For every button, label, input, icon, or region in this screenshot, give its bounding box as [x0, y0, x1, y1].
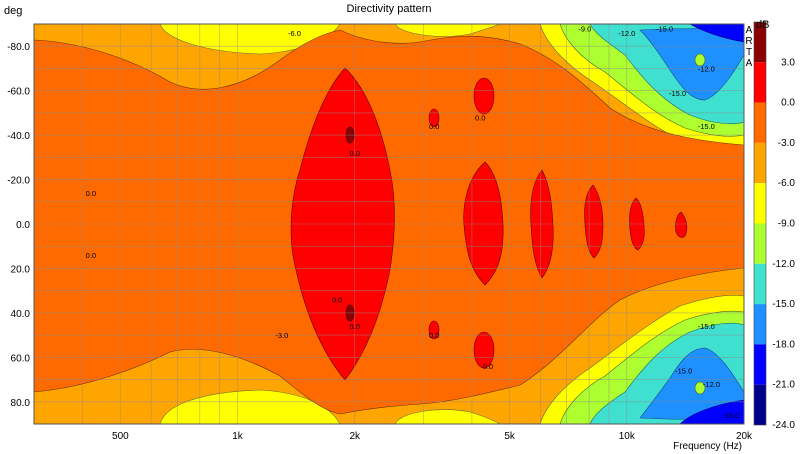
- x-tick-label: 5k: [504, 431, 516, 442]
- y-tick-label: 80.0: [11, 398, 31, 409]
- colorbar-tick-label: -21.0: [772, 380, 795, 391]
- grid: [34, 24, 744, 424]
- chart-title: Directivity pattern: [347, 3, 432, 15]
- contour-label: 0.0: [475, 113, 485, 122]
- colorbar: 3.0 0.0 -3.0 -6.0 -9.0 -12.0 -15.0 -18.0 -21.0 -2…: [753, 21, 796, 431]
- colorbar-swatch: [754, 304, 766, 345]
- y-tick-label: 40.0: [11, 309, 31, 320]
- colorbar-tick-label: -15.0: [772, 299, 795, 310]
- contour-region-0: [473, 77, 495, 115]
- colorbar-swatch: [754, 263, 766, 305]
- contour-region-minus12: [694, 53, 706, 67]
- y-tick-label: 60.0: [11, 353, 31, 364]
- contour-region-0: [428, 320, 440, 340]
- colorbar-tick-label: -24.0: [772, 420, 795, 431]
- contour-labels: 0.0 0.0 -6.0 0.0 0.0 0.0 -3.0 0.0 0.0 0.0 0.0 -9.0 -…: [86, 24, 740, 420]
- contour-label: -12.0: [618, 29, 635, 38]
- contour-label: -6.0: [288, 29, 301, 38]
- plot-area: 0.0 0.0 -6.0 0.0 0.0 0.0 -3.0 0.0 0.0 0.0 0.0 -9.0 -…: [34, 24, 744, 424]
- contour-label: -15.0: [722, 411, 739, 420]
- x-tick-label: 2k: [349, 431, 361, 442]
- contour-label: -15.0: [698, 322, 715, 331]
- contour-label: -15.0: [656, 24, 673, 33]
- contour-label: -15.0: [675, 367, 692, 376]
- contour-label: 0.0: [350, 322, 360, 331]
- colorbar-swatch: [754, 62, 766, 103]
- contour-label: 0.0: [483, 362, 493, 371]
- contour-label: -9.0: [578, 24, 591, 33]
- colorbar-swatch: [754, 344, 766, 385]
- contour-label: -12.0: [703, 380, 720, 389]
- y-axis-ticks: -80.0 -60.0 -40.0 -20.0 0.0 20.0 40.0 60.0 80.0: [7, 42, 30, 409]
- colorbar-swatch: [754, 102, 766, 143]
- colorbar-frame: [753, 21, 767, 426]
- colorbar-swatch: [754, 183, 766, 224]
- contour-label: 0.0: [86, 251, 96, 260]
- x-axis-label: Frequency (Hz): [673, 441, 742, 452]
- contour-region-minus9: [159, 389, 341, 424]
- colorbar-tick-label: 3.0: [781, 57, 795, 68]
- y-tick-label: -40.0: [7, 131, 30, 142]
- colorbar-tick-label: -12.0: [772, 259, 795, 270]
- contour-region-minus9: [394, 409, 501, 424]
- contour-region-minus12: [694, 381, 706, 395]
- contour-label: -15.0: [669, 89, 686, 98]
- colorbar-tick-label: -6.0: [778, 178, 796, 189]
- y-tick-label: -20.0: [7, 176, 30, 187]
- colorbar-swatch: [754, 384, 766, 425]
- x-tick-label: 1k: [232, 431, 244, 442]
- contour-region-0: [428, 108, 440, 128]
- x-axis-ticks: 500 1k 2k 5k 10k 20k: [112, 431, 753, 442]
- colorbar-tick-label: 0.0: [781, 98, 795, 109]
- contour-region-0: [675, 211, 688, 238]
- contour-region-0: [463, 161, 504, 286]
- colorbar-tick-label: -3.0: [778, 138, 796, 149]
- contour-label: 0.0: [429, 122, 439, 131]
- plot-frame: [33, 23, 745, 425]
- y-tick-label: 20.0: [11, 264, 31, 275]
- contour-label: 0.0: [429, 331, 439, 340]
- y-tick-label: -60.0: [7, 87, 30, 98]
- contour-label: -12.0: [698, 64, 715, 73]
- y-tick-label: 0.0: [16, 220, 30, 231]
- contour-region-0: [473, 331, 495, 369]
- colorbar-unit-label: dB: [756, 19, 769, 31]
- y-tick-label: -80.0: [7, 42, 30, 53]
- colorbar-swatch: [754, 22, 766, 63]
- contour-label: 0.0: [332, 296, 342, 305]
- contour-label: 0.0: [86, 189, 96, 198]
- contour-region-minus9: [394, 24, 501, 37]
- contour-label: -3.0: [275, 331, 288, 340]
- contour-region-minus21: [689, 24, 744, 43]
- colorbar-tick-label: -9.0: [778, 219, 796, 230]
- y-axis-label: deg: [4, 5, 22, 17]
- x-tick-label: 20k: [736, 431, 753, 442]
- x-tick-label: 500: [112, 431, 129, 442]
- colorbar-tick-label: -18.0: [772, 339, 795, 350]
- contour-label: 0.0: [350, 149, 360, 158]
- colorbar-swatch: [754, 223, 766, 264]
- contour-label: -15.0: [698, 122, 715, 131]
- x-tick-label: 10k: [619, 431, 636, 442]
- colorbar-swatch: [754, 142, 766, 184]
